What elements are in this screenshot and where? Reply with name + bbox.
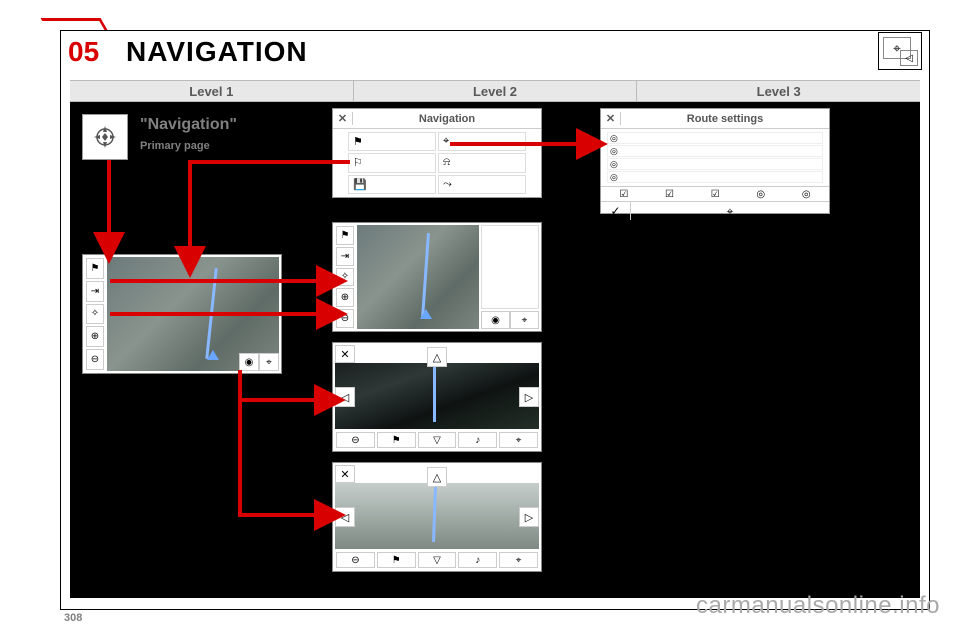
- close-icon[interactable]: ✕: [601, 112, 621, 125]
- map-tool-zoomin-icon[interactable]: ⊕: [86, 326, 104, 347]
- compass-button[interactable]: [82, 114, 128, 160]
- map-tool-destination-icon[interactable]: ⚑: [377, 432, 416, 448]
- map-tool-enter-icon[interactable]: ⇥: [336, 247, 354, 266]
- nav-menu-grid: ⚑ ⌖ ⚐ ⍾ 💾 ⤳: [333, 129, 541, 197]
- route-check[interactable]: ☑: [619, 189, 628, 200]
- map-primary: ⚑ ⇥ ✧ ⊕ ⊖ ◉ ⌖: [82, 254, 282, 374]
- corner-nav-icon: ⌖ ◁: [878, 32, 922, 70]
- watermark-text: carmanualsonline.info: [696, 592, 940, 620]
- flow-arrow: [240, 370, 340, 535]
- map-canvas[interactable]: [357, 225, 479, 329]
- route-radio-list: ◎ ◎ ◎ ◎: [601, 129, 829, 186]
- level-1-header: Level 1: [70, 81, 354, 101]
- map-mode-center-icon[interactable]: ⌖: [259, 353, 279, 371]
- map-mode-3d-icon[interactable]: ◉: [239, 353, 259, 371]
- map-view-toggle: ◉ ⌖: [239, 353, 279, 371]
- close-icon[interactable]: ✕: [335, 465, 355, 483]
- map-tool-zoomin-icon[interactable]: ⊕: [336, 288, 354, 307]
- route-checks-row: ☑ ☑ ☑ ◎ ◎: [601, 186, 829, 202]
- pan-right-icon[interactable]: ▷: [519, 387, 539, 407]
- show-on-map-button[interactable]: ⌖: [631, 202, 829, 220]
- map-tool-zoomout-icon[interactable]: ⊖: [336, 432, 375, 448]
- route-radio-option[interactable]: ◎: [607, 158, 823, 170]
- map-tool-zoomout-icon[interactable]: ⊖: [336, 309, 354, 328]
- map-toolbar-left: ⚑ ⇥ ✧ ⊕ ⊖: [85, 257, 105, 371]
- navigation-subheading: Primary page: [140, 140, 210, 152]
- level-header: Level 1 Level 2 Level 3: [70, 80, 920, 102]
- route-check[interactable]: ◎: [756, 189, 765, 200]
- confirm-button[interactable]: ✓: [601, 202, 631, 220]
- map-tool-poi-icon[interactable]: ✧: [336, 268, 354, 287]
- map-canvas[interactable]: [335, 363, 539, 429]
- chapter-title: NAVIGATION: [126, 36, 308, 68]
- corner-sub-icon: ◁: [900, 50, 918, 66]
- map-tool-destination-icon[interactable]: ⚑: [377, 552, 416, 568]
- nav-menu-item[interactable]: ⚐: [348, 153, 436, 172]
- map-tool-center-icon[interactable]: ⌖: [499, 432, 538, 448]
- map-canvas[interactable]: [335, 483, 539, 549]
- route-radio-option[interactable]: ◎: [607, 171, 823, 183]
- map-sidebar-info: [481, 225, 539, 309]
- compass-icon: [88, 120, 122, 154]
- map-tool-destination-icon[interactable]: ⚑: [86, 258, 104, 279]
- nav-menu-title: Navigation: [353, 113, 541, 125]
- pan-left-icon[interactable]: ◁: [335, 507, 355, 527]
- level-3-header: Level 3: [637, 81, 920, 101]
- map-tool-enter-icon[interactable]: ⇥: [86, 281, 104, 302]
- route-radio-option[interactable]: ◎: [607, 145, 823, 157]
- close-icon[interactable]: ✕: [335, 345, 355, 363]
- map-perspective-view: ✕ △ ◁ ▷ ⊖ ⚑ ▽ ♪ ⌖: [332, 462, 542, 572]
- map-tool-destination-icon[interactable]: ⚑: [336, 226, 354, 245]
- map-mode-3d-icon[interactable]: ◉: [481, 311, 510, 329]
- map-tool-audio-icon[interactable]: ♪: [458, 552, 497, 568]
- pan-right-icon[interactable]: ▷: [519, 507, 539, 527]
- nav-menu-item[interactable]: ⌖: [438, 132, 526, 151]
- route-check[interactable]: ☑: [665, 189, 674, 200]
- map-tool-audio-icon[interactable]: ♪: [458, 432, 497, 448]
- pan-down-icon[interactable]: ▽: [418, 432, 457, 448]
- level-2-header: Level 2: [354, 81, 638, 101]
- map-mode-center-icon[interactable]: ⌖: [510, 311, 539, 329]
- pan-left-icon[interactable]: ◁: [335, 387, 355, 407]
- pan-up-icon[interactable]: △: [427, 347, 447, 367]
- chapter-tab: [41, 18, 108, 30]
- route-settings-panel: ✕ Route settings ◎ ◎ ◎ ◎ ☑ ☑ ☑ ◎ ◎ ✓ ⌖: [600, 108, 830, 214]
- pan-down-icon[interactable]: ▽: [418, 552, 457, 568]
- map-toolbar-left: ⚑ ⇥ ✧ ⊕ ⊖: [335, 225, 355, 329]
- route-settings-title: Route settings: [621, 113, 829, 125]
- nav-menu-item[interactable]: ⍾: [438, 153, 526, 172]
- map-split: ⚑ ⇥ ✧ ⊕ ⊖ ◉ ⌖: [332, 222, 542, 332]
- map-view-toggle: ◉ ⌖: [481, 311, 539, 329]
- navigation-menu-panel: ✕ Navigation ⚑ ⌖ ⚐ ⍾ 💾 ⤳: [332, 108, 542, 198]
- map-toolbar-bottom: ⊖ ⚑ ▽ ♪ ⌖: [335, 431, 539, 449]
- map-2d-view: ✕ △ ◁ ▷ ⊖ ⚑ ▽ ♪ ⌖: [332, 342, 542, 452]
- flow-arrow: [103, 160, 115, 261]
- map-tool-center-icon[interactable]: ⌖: [499, 552, 538, 568]
- nav-menu-item[interactable]: 💾: [348, 175, 436, 194]
- chapter-number: 05: [68, 36, 99, 68]
- page-number: 308: [64, 612, 82, 624]
- route-check[interactable]: ◎: [802, 189, 811, 200]
- nav-menu-item[interactable]: ⚑: [348, 132, 436, 151]
- close-icon[interactable]: ✕: [333, 112, 353, 125]
- route-radio-option[interactable]: ◎: [607, 132, 823, 144]
- navigation-heading: "Navigation": [140, 116, 237, 134]
- map-toolbar-bottom: ⊖ ⚑ ▽ ♪ ⌖: [335, 551, 539, 569]
- content-area: "Navigation" Primary page ✕ Navigation ⚑…: [70, 102, 920, 598]
- pan-up-icon[interactable]: △: [427, 467, 447, 487]
- map-tool-poi-icon[interactable]: ✧: [86, 304, 104, 325]
- map-tool-zoomout-icon[interactable]: ⊖: [336, 552, 375, 568]
- nav-menu-item[interactable]: ⤳: [438, 175, 526, 194]
- route-check[interactable]: ☑: [711, 189, 720, 200]
- map-tool-zoomout-icon[interactable]: ⊖: [86, 349, 104, 370]
